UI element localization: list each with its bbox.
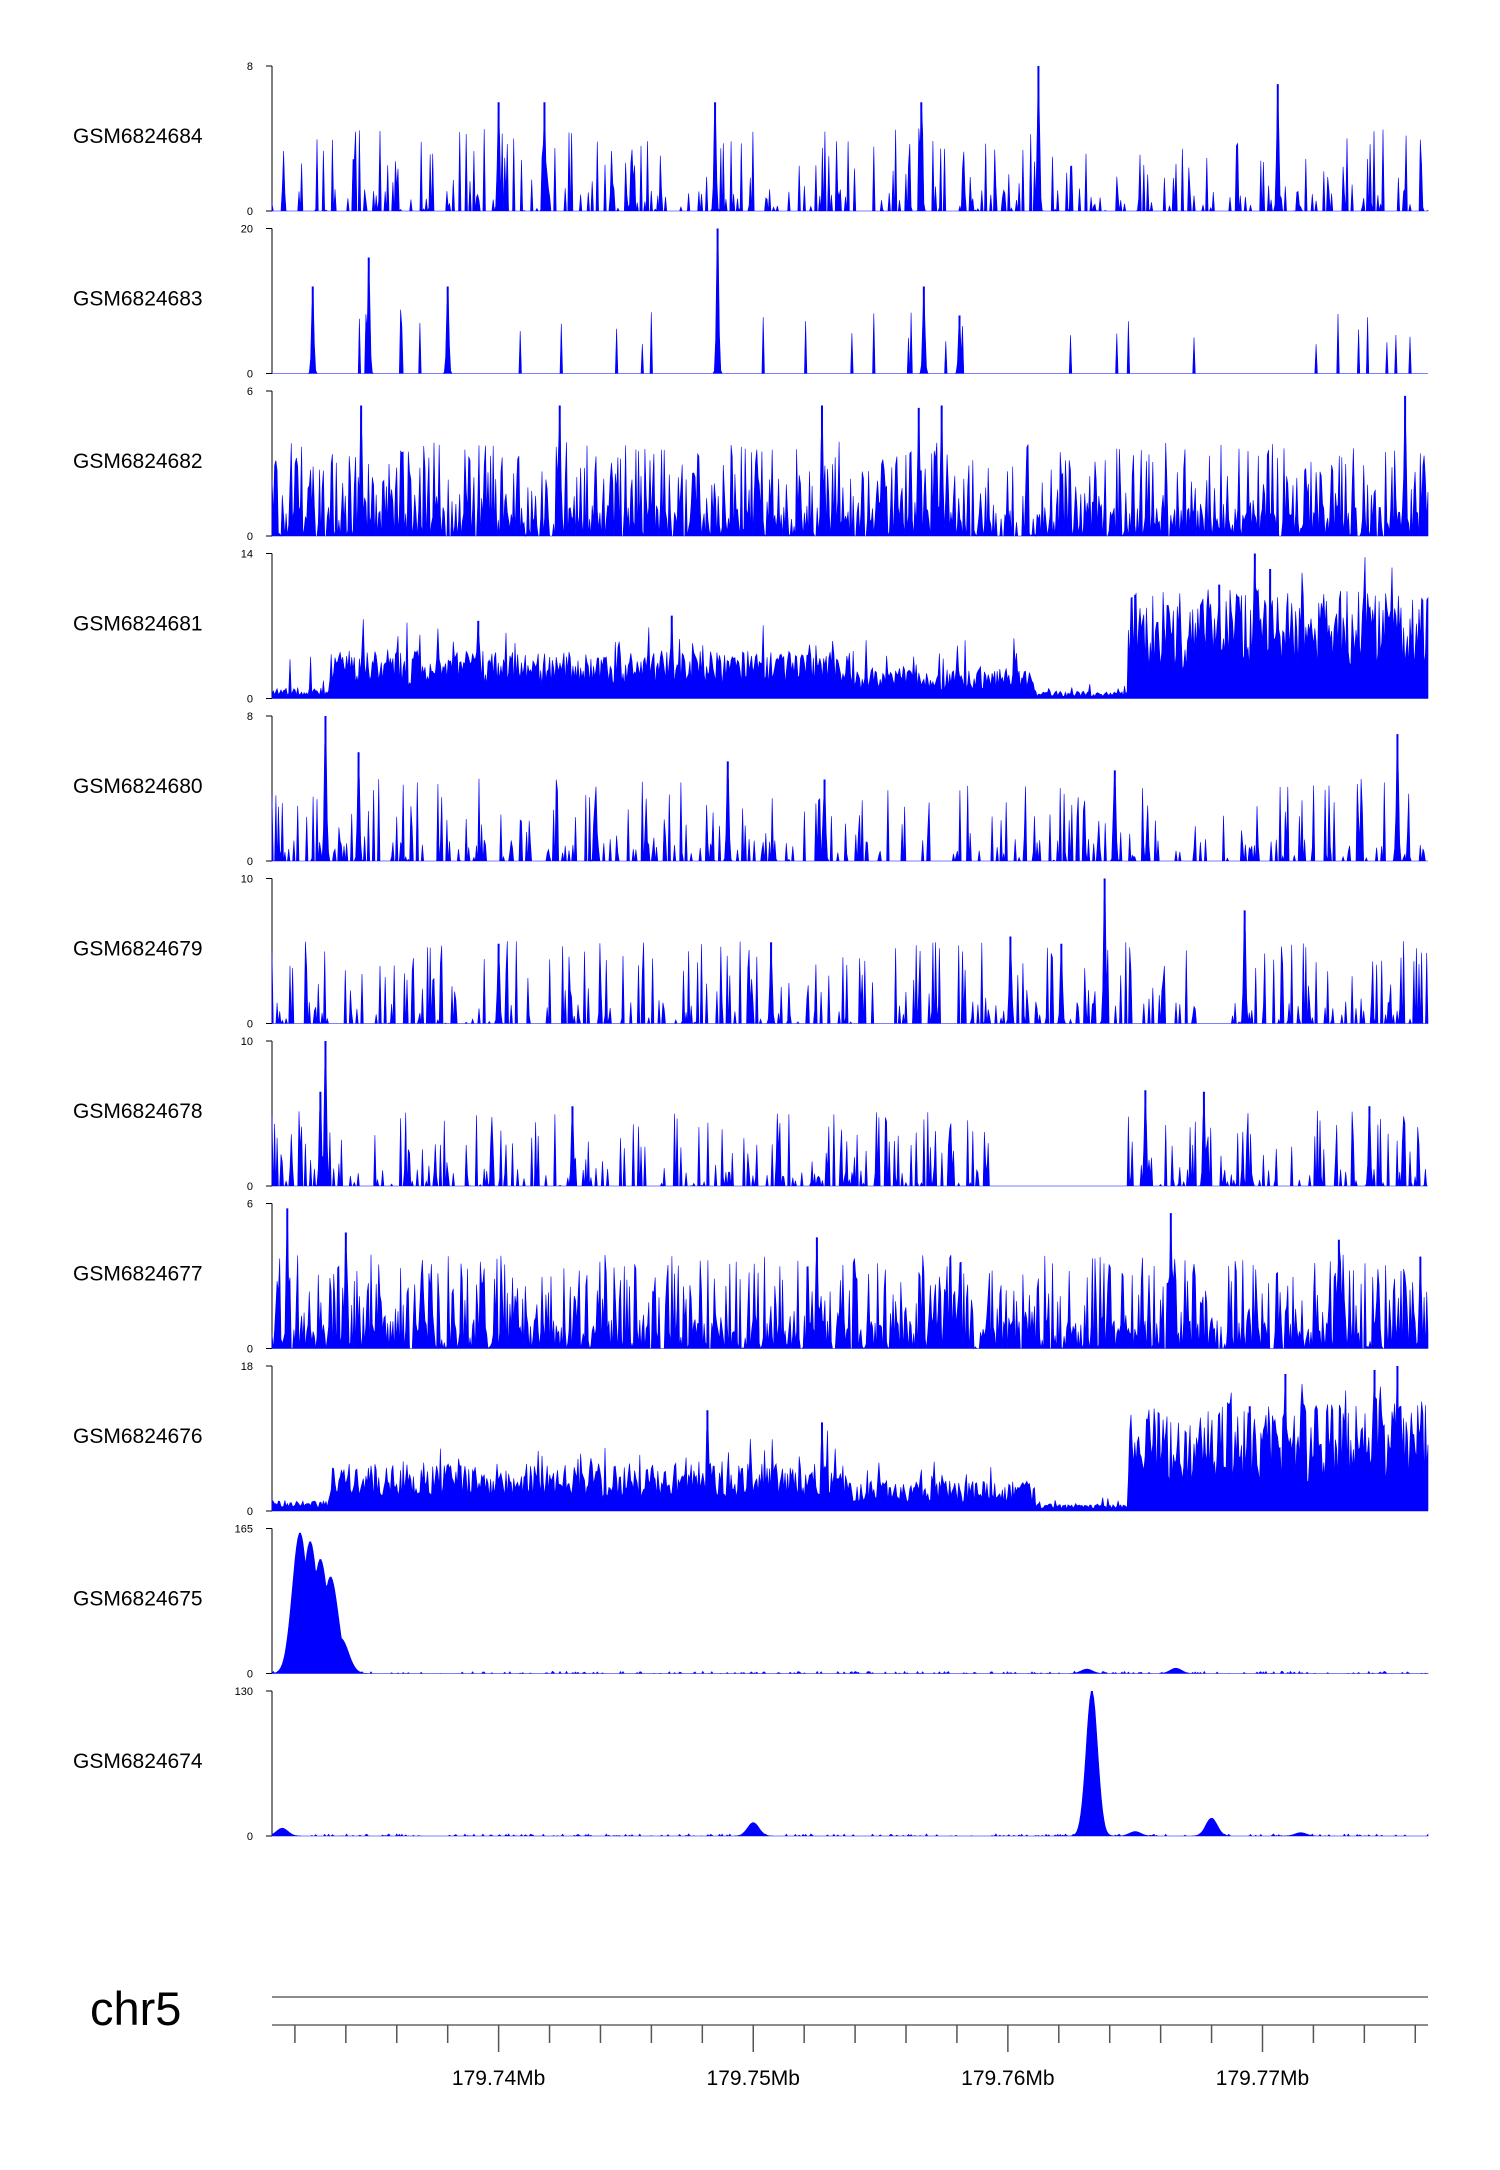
track-label: GSM6824675 <box>73 1588 203 1611</box>
y-tick-label-max: 6 <box>247 1199 253 1211</box>
y-tick-label-max: 6 <box>247 386 253 398</box>
chromosome-label: chr5 <box>90 1982 181 2035</box>
coverage-area <box>271 1532 1429 1675</box>
coverage-area <box>271 730 1428 862</box>
track-GSM6824678: GSM6824678 10 0 <box>73 1036 1428 1193</box>
y-tick-label-max: 8 <box>247 61 253 73</box>
y-tick-label-max: 10 <box>241 874 253 886</box>
y-tick-label-zero: 0 <box>247 1669 253 1681</box>
y-tick-label-zero: 0 <box>247 1181 253 1193</box>
coverage-area <box>272 247 1428 374</box>
coverage-area <box>271 1690 1429 1837</box>
y-tick-label-max: 18 <box>241 1361 253 1373</box>
y-tick-label-zero: 0 <box>247 1506 253 1518</box>
coverage-area <box>271 898 1429 1025</box>
track-GSM6824676: GSM6824676 18 0 <box>73 1361 1429 1518</box>
y-tick-label-zero: 0 <box>247 206 253 218</box>
y-tick-label-max: 8 <box>247 711 253 723</box>
track-label: GSM6824682 <box>73 450 203 473</box>
track-GSM6824674: GSM6824674 130 0 <box>73 1686 1429 1843</box>
y-tick-label-zero: 0 <box>247 694 253 706</box>
y-tick-label-zero: 0 <box>247 369 253 381</box>
y-tick-label-zero: 0 <box>247 531 253 543</box>
track-GSM6824681: GSM6824681 14 0 <box>73 549 1429 706</box>
coverage-area <box>271 66 1429 213</box>
track-label: GSM6824681 <box>73 613 203 636</box>
y-tick-label-zero: 0 <box>247 856 253 868</box>
coverage-area <box>271 1209 1429 1350</box>
y-tick-label-max: 10 <box>241 1036 253 1048</box>
track-label: GSM6824683 <box>73 288 203 311</box>
x-tick-label: 179.74Mb <box>452 2067 545 2090</box>
track-label: GSM6824678 <box>73 1100 203 1123</box>
coverage-area <box>271 557 1429 699</box>
track-GSM6824684: GSM6824684 8 0 <box>73 61 1429 218</box>
x-tick-label: 179.76Mb <box>961 2067 1054 2090</box>
track-GSM6824680: GSM6824680 8 0 <box>73 711 1428 868</box>
coverage-area <box>271 398 1429 538</box>
track-label: GSM6824677 <box>73 1263 203 1286</box>
track-label: GSM6824679 <box>73 938 203 961</box>
track-label: GSM6824684 <box>73 125 203 148</box>
y-tick-label-max: 130 <box>235 1686 253 1698</box>
track-GSM6824677: GSM6824677 6 0 <box>73 1199 1429 1356</box>
track-GSM6824682: GSM6824682 6 0 <box>73 386 1429 543</box>
x-tick-label: 179.77Mb <box>1216 2067 1309 2090</box>
track-GSM6824675: GSM6824675 165 0 <box>73 1524 1429 1681</box>
y-tick-label-max: 165 <box>235 1524 253 1536</box>
y-tick-label-zero: 0 <box>247 1344 253 1356</box>
track-GSM6824679: GSM6824679 10 0 <box>73 874 1429 1031</box>
x-tick-label: 179.75Mb <box>707 2067 800 2090</box>
track-panels: GSM682468480GSM6824683200GSM682468260GSM… <box>73 61 1429 1843</box>
track-label: GSM6824680 <box>73 775 203 798</box>
track-label: GSM6824674 <box>73 1750 203 1773</box>
y-tick-label-zero: 0 <box>247 1831 253 1843</box>
coverage-area <box>271 1055 1428 1188</box>
y-tick-label-max: 14 <box>241 549 253 561</box>
coverage-area <box>271 1371 1429 1512</box>
track-GSM6824683: GSM6824683 20 0 <box>73 224 1428 381</box>
y-tick-label-zero: 0 <box>247 1019 253 1031</box>
track-label: GSM6824676 <box>73 1425 203 1448</box>
y-tick-label-max: 20 <box>241 224 253 236</box>
genome-axis: chr5 179.74Mb 179.75Mb 179.76Mb 179.77Mb <box>90 1982 1428 2090</box>
